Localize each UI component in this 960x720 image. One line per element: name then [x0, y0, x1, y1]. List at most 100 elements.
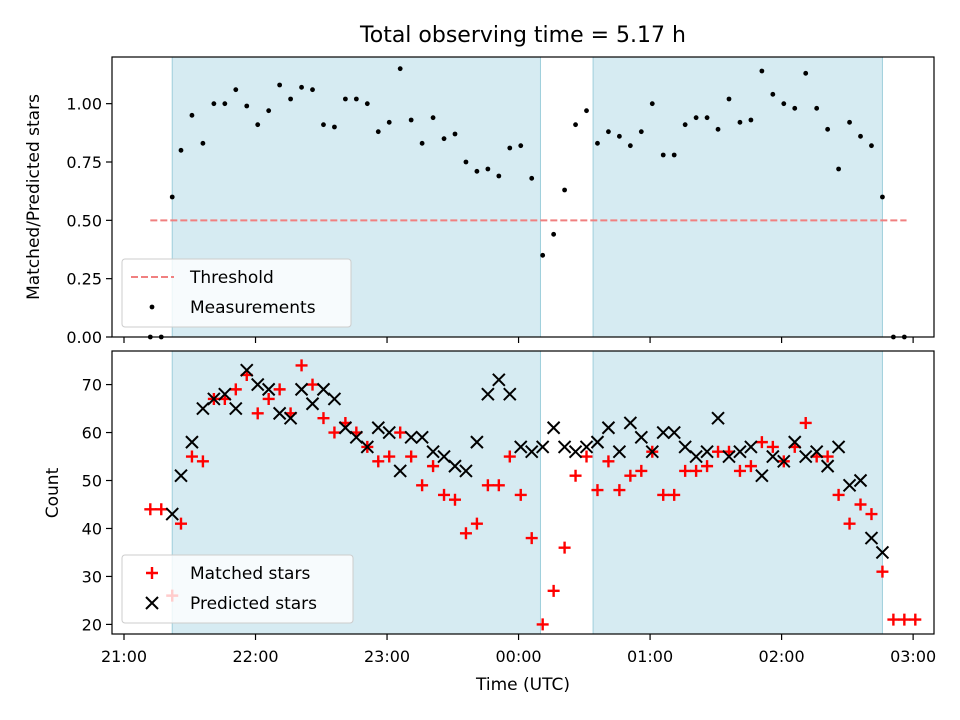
matched-star-marker: [799, 416, 812, 429]
measurement-point: [562, 187, 567, 193]
predicted-star-marker: [612, 445, 627, 459]
measurement-point: [880, 194, 885, 200]
predicted-star-marker: [568, 445, 583, 459]
measurement-point: [803, 70, 809, 76]
legend-predicted-swatch: [145, 596, 159, 610]
x-tick-label: 01:00: [627, 647, 673, 666]
predicted-star-marker: [404, 430, 418, 445]
predicted-star-marker: [744, 440, 758, 454]
matched-star-marker: [525, 532, 538, 545]
predicted-star-marker: [470, 435, 484, 449]
predicted-star-marker: [283, 411, 298, 425]
predicted-star-marker: [393, 464, 407, 478]
count-y-axis-label: Count: [43, 467, 63, 518]
y-tick-label: 50: [82, 472, 102, 491]
measurement-point: [748, 117, 754, 123]
x-axis-label: Time (UTC): [475, 675, 570, 695]
y-tick-label: 60: [82, 424, 102, 443]
predicted-star-marker: [261, 382, 276, 397]
matched-star-marker: [229, 383, 242, 396]
predicted-star-marker: [689, 449, 703, 464]
chart-title: Total observing time = 5.17 h: [359, 23, 686, 48]
measurement-point: [299, 84, 304, 90]
predicted-star-marker: [196, 401, 210, 416]
measurement-point: [540, 252, 546, 258]
predicted-star-marker: [459, 464, 473, 478]
measurement-point: [452, 131, 458, 137]
predicted-star-marker: [700, 445, 714, 459]
predicted-star-marker: [492, 373, 506, 387]
measurement-point: [693, 115, 699, 121]
legend-measurements-label: Measurements: [190, 298, 316, 318]
count-legend-box: [121, 554, 354, 624]
y-tick-label: 0.75: [66, 153, 102, 172]
predicted-star-marker: [294, 382, 309, 397]
matched-star-marker: [514, 488, 527, 501]
predicted-star-marker: [842, 478, 857, 493]
predicted-star-marker: [535, 440, 550, 454]
measurement-point: [397, 66, 403, 72]
predicted-star-marker: [590, 435, 605, 449]
y-tick-label: 30: [82, 567, 102, 586]
matched-star-marker: [262, 392, 275, 405]
measurement-point: [737, 119, 743, 125]
predicted-star-marker: [766, 449, 780, 464]
matched-star-marker: [503, 450, 516, 463]
measurement-point: [244, 103, 250, 109]
measurement-point: [430, 115, 436, 121]
matched-star-marker: [536, 618, 549, 631]
measurement-point: [660, 152, 666, 158]
matched-star-marker: [174, 517, 187, 530]
predicted-star-marker: [327, 392, 342, 406]
x-tick-label: 22:00: [232, 647, 278, 666]
measurement-point: [332, 124, 337, 130]
measurement-point: [726, 96, 732, 102]
measurement-point: [321, 122, 326, 128]
predicted-star-marker: [809, 445, 824, 459]
measurement-point: [496, 173, 502, 179]
predicted-star-marker: [316, 382, 331, 397]
matched-star-marker: [317, 412, 330, 425]
matched-star-marker: [438, 488, 451, 501]
predicted-star-marker: [820, 459, 835, 473]
matched-star-marker: [679, 464, 692, 477]
predicted-star-marker: [503, 387, 517, 401]
matched-star-marker: [306, 378, 319, 391]
shade-interval-bottom-2: [592, 350, 883, 635]
matched-star-marker: [459, 527, 472, 540]
measurement-point: [814, 105, 820, 111]
matched-star-marker: [701, 460, 714, 473]
predicted-star-marker: [426, 445, 440, 459]
matched-star-marker: [832, 488, 845, 501]
matched-star-marker: [295, 359, 308, 372]
measurement-point: [551, 231, 557, 237]
count-panel: 20 30 40 50 60 70 21:00 22:00 23:00 00:00 01:00 02…: [43, 350, 936, 695]
measurement-point: [353, 96, 359, 102]
measurement-point: [858, 133, 863, 139]
measurement-point: [649, 101, 655, 107]
matched-star-marker: [273, 383, 286, 396]
predicted-star-marker: [481, 387, 495, 401]
y-tick-label: 0.25: [66, 270, 102, 289]
measurement-point: [233, 87, 239, 93]
matched-star-marker: [887, 613, 900, 626]
x-tick-label: 03:00: [890, 647, 936, 666]
measurement-point: [200, 140, 206, 146]
matched-star-marker: [843, 517, 856, 530]
measurement-point: [584, 108, 589, 114]
matched-star-marker: [569, 469, 582, 482]
measurement-point: [770, 91, 776, 97]
y-tick-label: 20: [82, 615, 102, 634]
legend-predicted-label: Predicted stars: [190, 594, 317, 614]
predicted-star-marker: [525, 445, 539, 459]
predicted-star-marker: [601, 421, 616, 435]
predicted-star-marker: [349, 430, 364, 445]
predicted-star-marker: [338, 421, 353, 435]
ratio-y-ticks: 0.00 0.25 0.50 0.75 1.00: [66, 95, 112, 347]
predicted-star-marker: [864, 531, 879, 545]
measurement-point: [441, 136, 447, 142]
measurements-points: [147, 66, 907, 340]
matched-star-marker: [898, 613, 911, 626]
predicted-star-marker: [733, 445, 747, 459]
